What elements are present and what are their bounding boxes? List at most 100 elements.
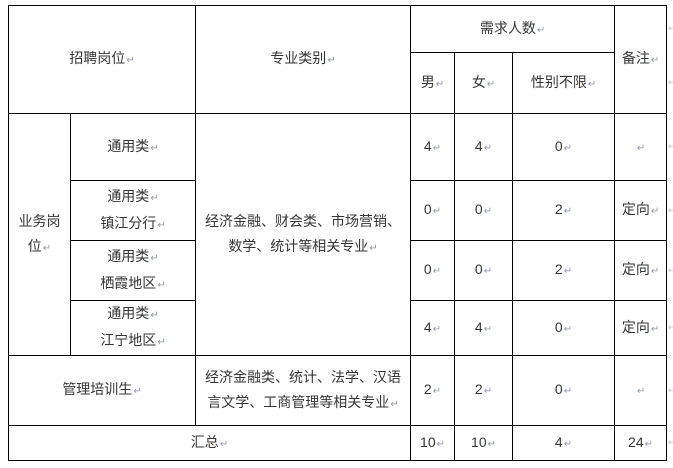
cell-sub-position: 通用类↵ 江宁地区↵ <box>69 300 197 356</box>
recruitment-table: 招聘岗位↵ 专业类别↵ 需求人数↵ 备注↵ 男↵ 女↵ 性别不限↵ <box>7 5 668 461</box>
end-of-row-mark: ↵ <box>668 322 673 332</box>
cell-sub-position: 通用类↵ 栖霞地区↵ <box>69 240 197 301</box>
end-of-cell-mark: ↵ <box>483 323 493 335</box>
end-of-row-mark: ↵ <box>668 141 673 151</box>
end-of-cell-mark: ↵ <box>487 438 496 450</box>
end-of-cell-mark: ↵ <box>157 219 166 231</box>
header-major-category-label: 专业类别 <box>270 50 327 66</box>
cell-business-group: 业务岗位↵ <box>8 113 71 356</box>
cell-sub-position: 通用类↵ 镇江分行↵ <box>69 180 197 241</box>
end-of-cell-mark: ↵ <box>563 323 573 335</box>
cell-sub-position: 通用类↵ <box>69 113 197 181</box>
end-of-cell-mark: ↵ <box>650 323 660 335</box>
cell-female-count: 2↵ <box>454 355 514 426</box>
cell-remark: ↵ <box>614 113 668 181</box>
end-of-cell-mark: ↵ <box>432 142 442 154</box>
end-of-cell-mark: ↵ <box>432 266 442 277</box>
cell-unlimited-count: 0↵ <box>512 300 616 356</box>
end-of-cell-mark: ↵ <box>432 323 442 335</box>
cell-unlimited-count: 2↵ <box>512 240 616 301</box>
cell-remark: 定向↵ <box>614 300 668 356</box>
header-remark: 备注↵ <box>614 5 668 114</box>
header-recruit-position: 招聘岗位↵ <box>7 5 197 114</box>
end-of-cell-mark: ↵ <box>126 55 135 66</box>
end-of-cell-mark: ↵ <box>150 142 159 154</box>
end-of-cell-mark: ↵ <box>587 78 597 90</box>
business-group-label: 业务岗位↵ <box>18 212 61 254</box>
end-of-cell-mark: ↵ <box>327 55 336 66</box>
end-of-row-mark: ↵ <box>668 437 673 447</box>
header-remark-label: 备注 <box>621 50 650 66</box>
end-of-cell-mark: ↵ <box>486 78 496 90</box>
header-female: 女↵ <box>454 52 514 114</box>
end-of-cell-mark: ↵ <box>436 438 445 450</box>
end-of-cell-mark: ↵ <box>563 266 573 277</box>
cell-male-count: 0↵ <box>410 180 456 241</box>
end-of-cell-mark: ↵ <box>563 206 573 217</box>
end-of-cell-mark: ↵ <box>157 279 166 291</box>
cell-female-count: 4↵ <box>454 113 514 181</box>
end-of-cell-mark: ↵ <box>650 55 660 66</box>
end-of-cell-mark: ↵ <box>650 206 660 217</box>
end-of-row-mark: ↵ <box>668 265 673 275</box>
cell-summary-female: 10↵ <box>454 425 514 461</box>
end-of-cell-mark: ↵ <box>483 266 493 277</box>
cell-remark: ↵ <box>614 355 668 426</box>
cell-trainee-major: 经济金融类、统计、法学、汉语 言文学、工商管理等相关专业↵ <box>195 355 412 426</box>
end-of-row-mark: ↵ <box>668 23 673 33</box>
end-of-cell-mark: ↵ <box>150 192 159 204</box>
end-of-cell-mark: ↵ <box>563 386 573 397</box>
end-of-cell-mark: ↵ <box>150 252 159 264</box>
end-of-cell-mark: ↵ <box>636 386 646 397</box>
end-of-cell-mark: ↵ <box>369 242 378 254</box>
cell-female-count: 4↵ <box>454 300 514 356</box>
cell-summary-unlimited: 4↵ <box>512 425 616 461</box>
cell-business-major: 经济金融、财会类、市场营销、 数学、统计等相关专业↵ <box>195 113 412 356</box>
end-of-cell-mark: ↵ <box>42 242 52 254</box>
cell-male-count: 4↵ <box>410 113 456 181</box>
end-of-row-mark: ↵ <box>668 77 673 87</box>
cell-summary-male: 10↵ <box>410 425 456 461</box>
cell-remark: 定向↵ <box>614 240 668 301</box>
end-of-cell-mark: ↵ <box>150 310 159 321</box>
end-of-cell-mark: ↵ <box>483 206 493 217</box>
header-demand-count-label: 需求人数 <box>479 19 536 36</box>
end-of-row-mark: ↵ <box>668 385 673 395</box>
cell-unlimited-count: 0↵ <box>512 355 616 426</box>
cell-trainee-label: 管理培训生↵ <box>7 355 197 426</box>
end-of-row-mark: ↵ <box>668 205 673 215</box>
end-of-cell-mark: ↵ <box>536 24 546 36</box>
cell-summary-remark: 24↵ <box>614 425 668 461</box>
end-of-cell-mark: ↵ <box>650 266 660 277</box>
header-recruit-position-label: 招聘岗位 <box>69 50 126 66</box>
end-of-cell-mark: ↵ <box>157 337 166 348</box>
end-of-cell-mark: ↵ <box>432 386 442 397</box>
header-female-label: 女 <box>471 73 486 90</box>
end-of-cell-mark: ↵ <box>636 142 646 154</box>
end-of-cell-mark: ↵ <box>435 78 445 90</box>
cell-female-count: 0↵ <box>454 180 514 241</box>
header-gender-unlimited: 性别不限↵ <box>512 52 616 114</box>
end-of-cell-mark: ↵ <box>432 206 442 217</box>
end-of-cell-mark: ↵ <box>219 438 229 450</box>
cell-remark: 定向↵ <box>614 180 668 241</box>
cell-summary-label: 汇总↵ <box>7 425 412 461</box>
header-male-label: 男 <box>420 73 435 90</box>
cell-male-count: 4↵ <box>410 300 456 356</box>
end-of-cell-mark: ↵ <box>483 142 493 154</box>
header-major-category: 专业类别↵ <box>195 5 412 114</box>
end-of-cell-mark: ↵ <box>133 386 142 397</box>
end-of-cell-mark: ↵ <box>390 398 399 410</box>
cell-female-count: 0↵ <box>454 240 514 301</box>
end-of-cell-mark: ↵ <box>644 438 654 450</box>
cell-male-count: 2↵ <box>410 355 456 426</box>
cell-unlimited-count: 2↵ <box>512 180 616 241</box>
header-gender-unlimited-label: 性别不限 <box>530 73 587 90</box>
end-of-cell-mark: ↵ <box>563 438 573 450</box>
cell-unlimited-count: 0↵ <box>512 113 616 181</box>
header-male: 男↵ <box>410 52 456 114</box>
end-of-cell-mark: ↵ <box>563 142 573 154</box>
end-of-cell-mark: ↵ <box>483 386 493 397</box>
header-demand-count: 需求人数↵ <box>410 5 616 53</box>
